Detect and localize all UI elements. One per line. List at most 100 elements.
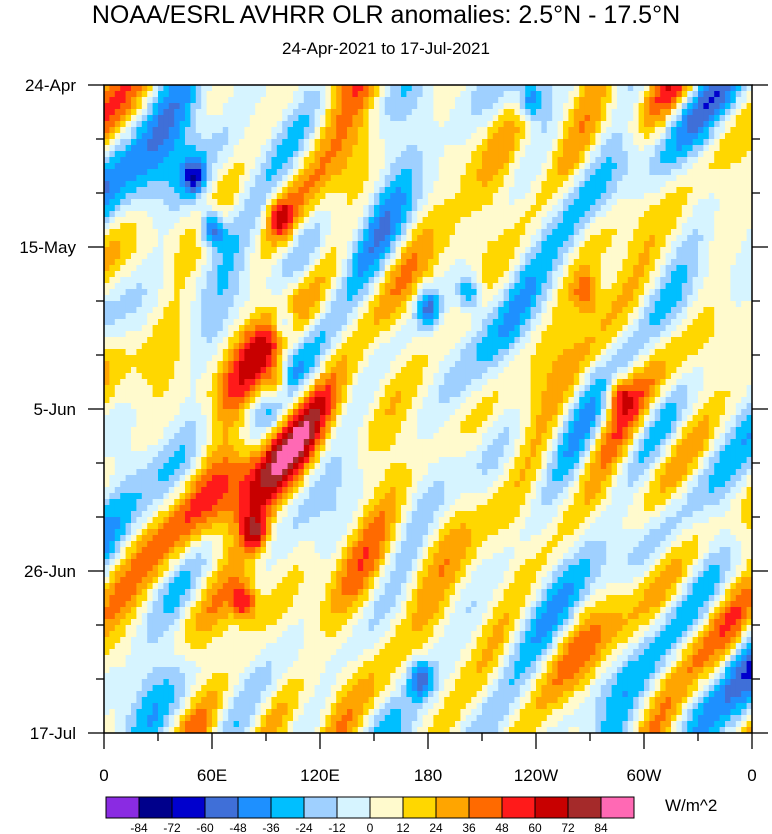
heatmap-cell bbox=[503, 175, 510, 182]
heatmap-cell bbox=[606, 241, 612, 248]
heatmap-cell bbox=[552, 265, 558, 272]
heatmap-cell bbox=[384, 325, 391, 332]
heatmap-cell bbox=[271, 277, 278, 284]
heatmap-cell bbox=[627, 121, 634, 128]
heatmap-cell bbox=[411, 181, 418, 188]
heatmap-cell bbox=[714, 247, 720, 254]
heatmap-cell bbox=[563, 103, 569, 110]
heatmap-cell bbox=[168, 187, 175, 194]
heatmap-cell bbox=[266, 241, 272, 248]
heatmap-cell bbox=[638, 241, 645, 248]
heatmap-cell bbox=[379, 85, 386, 92]
heatmap-cell bbox=[255, 331, 261, 338]
heatmap-cell bbox=[282, 169, 288, 176]
heatmap-cell bbox=[692, 151, 699, 158]
heatmap-cell bbox=[395, 133, 402, 140]
heatmap-cell bbox=[347, 307, 353, 314]
heatmap-cell bbox=[163, 259, 170, 266]
heatmap-cell bbox=[206, 241, 213, 248]
heatmap-cell bbox=[217, 205, 224, 212]
heatmap-cell bbox=[201, 295, 207, 302]
heatmap-cell bbox=[741, 115, 747, 122]
heatmap-cell bbox=[573, 127, 580, 134]
heatmap-cell bbox=[552, 235, 558, 242]
heatmap-cell bbox=[698, 235, 704, 242]
heatmap-cell bbox=[633, 283, 639, 290]
heatmap-cell bbox=[131, 247, 137, 254]
heatmap-cell bbox=[217, 217, 224, 224]
heatmap-cell bbox=[104, 145, 110, 152]
heatmap-cell bbox=[676, 175, 683, 182]
heatmap-cell bbox=[363, 127, 369, 134]
heatmap-cell bbox=[444, 229, 450, 236]
heatmap-cell bbox=[708, 223, 715, 230]
heatmap-cell bbox=[406, 139, 413, 146]
heatmap-cell bbox=[681, 121, 688, 128]
heatmap-cell bbox=[444, 265, 450, 272]
heatmap-cell bbox=[411, 133, 418, 140]
heatmap-cell bbox=[325, 277, 332, 284]
heatmap-cell bbox=[255, 301, 261, 308]
heatmap-cell bbox=[217, 97, 224, 104]
heatmap-cell bbox=[557, 169, 564, 176]
heatmap-cell bbox=[363, 169, 369, 176]
heatmap-cell bbox=[444, 109, 450, 116]
heatmap-cell bbox=[487, 283, 494, 290]
heatmap-cell bbox=[741, 145, 747, 152]
heatmap-cell bbox=[228, 139, 234, 146]
heatmap-cell bbox=[644, 115, 650, 122]
heatmap-cell bbox=[152, 181, 159, 188]
heatmap-cell bbox=[725, 325, 731, 332]
heatmap-cell bbox=[644, 97, 650, 104]
heatmap-cell bbox=[671, 307, 677, 314]
heatmap-cell bbox=[465, 229, 472, 236]
heatmap-cell bbox=[735, 169, 742, 176]
heatmap-cell bbox=[617, 265, 623, 272]
heatmap-cell bbox=[627, 259, 634, 266]
heatmap-cell bbox=[303, 235, 310, 242]
heatmap-cell bbox=[120, 187, 126, 194]
heatmap-cell bbox=[276, 145, 283, 152]
heatmap-cell bbox=[271, 199, 278, 206]
heatmap-cell bbox=[725, 241, 731, 248]
heatmap-cell bbox=[438, 151, 445, 158]
heatmap-cell bbox=[368, 247, 375, 254]
heatmap-cell bbox=[120, 151, 126, 158]
heatmap-cell bbox=[519, 103, 526, 110]
heatmap-cell bbox=[525, 97, 531, 104]
heatmap-cell bbox=[406, 217, 413, 224]
heatmap-cell bbox=[114, 199, 121, 206]
heatmap-cell bbox=[444, 97, 450, 104]
heatmap-cell bbox=[336, 241, 342, 248]
heatmap-cell bbox=[282, 199, 288, 206]
heatmap-cell bbox=[168, 307, 175, 314]
heatmap-cell bbox=[590, 145, 596, 152]
heatmap-cell bbox=[719, 319, 726, 326]
heatmap-cell bbox=[168, 211, 175, 218]
heatmap-cell bbox=[465, 169, 472, 176]
heatmap-cell bbox=[158, 283, 164, 290]
heatmap-cell bbox=[471, 307, 477, 314]
heatmap-cell bbox=[438, 223, 445, 230]
heatmap-cell bbox=[266, 313, 272, 320]
heatmap-cell bbox=[514, 319, 521, 326]
heatmap-cell bbox=[671, 235, 677, 242]
heatmap-cell bbox=[498, 295, 504, 302]
heatmap-cell bbox=[174, 193, 180, 200]
heatmap-cell bbox=[384, 127, 391, 134]
heatmap-cell bbox=[357, 235, 364, 242]
heatmap-cell bbox=[174, 331, 180, 338]
heatmap-cell bbox=[244, 217, 251, 224]
heatmap-cell bbox=[352, 313, 359, 320]
heatmap-cell bbox=[298, 319, 305, 326]
heatmap-cell bbox=[698, 115, 704, 122]
heatmap-cell bbox=[411, 319, 418, 326]
heatmap-cell bbox=[244, 157, 251, 164]
heatmap-cell bbox=[622, 253, 629, 260]
heatmap-cell bbox=[552, 115, 558, 122]
heatmap-cell bbox=[125, 277, 132, 284]
heatmap-cell bbox=[611, 187, 618, 194]
heatmap-cell bbox=[471, 217, 477, 224]
heatmap-cell bbox=[503, 325, 510, 332]
heatmap-cell bbox=[185, 157, 191, 164]
